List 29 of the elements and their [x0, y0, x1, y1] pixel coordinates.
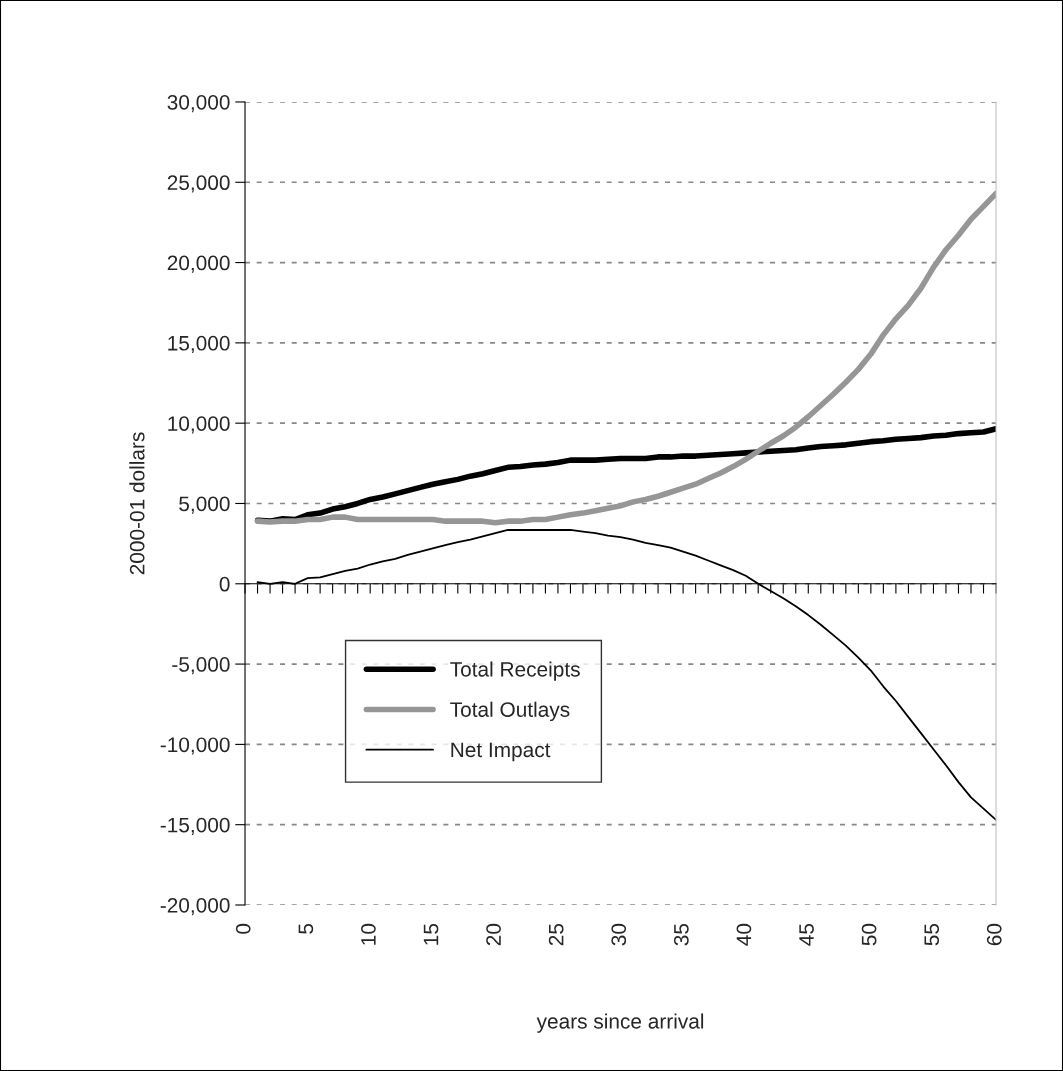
x-tick-label: 30 — [611, 923, 627, 946]
x-tick-label: 60 — [986, 923, 1002, 946]
y-tick-label: 10,000 — [168, 416, 230, 434]
y-tick-label: -5,000 — [172, 657, 230, 675]
x-tick-label: 20 — [486, 923, 501, 946]
x-tick-label: 15 — [423, 923, 439, 945]
x-tick-label: 45 — [799, 923, 814, 946]
legend-label: Total Receipts — [450, 661, 580, 681]
y-tick-label: -15,000 — [160, 817, 230, 835]
y-tick-label: 5,000 — [179, 496, 230, 514]
x-tick-label: 5 — [298, 923, 314, 934]
legend-label: Total Outlays — [450, 701, 570, 722]
x-tick-label: 40 — [736, 923, 752, 946]
x-tick-label: 0 — [235, 923, 251, 934]
y-tick-label: -20,000 — [160, 898, 230, 916]
y-axis-title: 2000-01 dollars — [129, 432, 145, 575]
y-tick-label: 20,000 — [167, 255, 230, 273]
x-axis-title: years since arrival — [536, 1013, 704, 1033]
y-tick-label: -10,000 — [160, 737, 230, 755]
x-tick-label: 50 — [861, 923, 877, 946]
x-tick-label: 35 — [673, 923, 689, 946]
x-tick-label: 10 — [361, 923, 376, 945]
legend-label: Net Impact — [451, 742, 551, 762]
y-tick-label: 15,000 — [168, 335, 230, 354]
x-tick-label: 55 — [924, 923, 940, 946]
y-tick-label: 0 — [219, 576, 230, 592]
x-tick-label: 25 — [548, 923, 564, 946]
y-tick-label: 30,000 — [167, 94, 230, 113]
y-tick-label: 25,000 — [167, 175, 230, 193]
